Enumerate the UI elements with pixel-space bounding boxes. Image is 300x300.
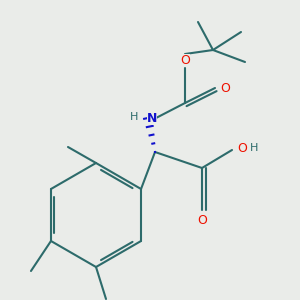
Text: N: N [147, 112, 157, 124]
Text: O: O [180, 53, 190, 67]
Text: O: O [197, 214, 207, 227]
Text: O: O [220, 82, 230, 94]
Text: H: H [250, 143, 258, 153]
Text: O: O [237, 142, 247, 154]
Text: H: H [130, 112, 138, 122]
